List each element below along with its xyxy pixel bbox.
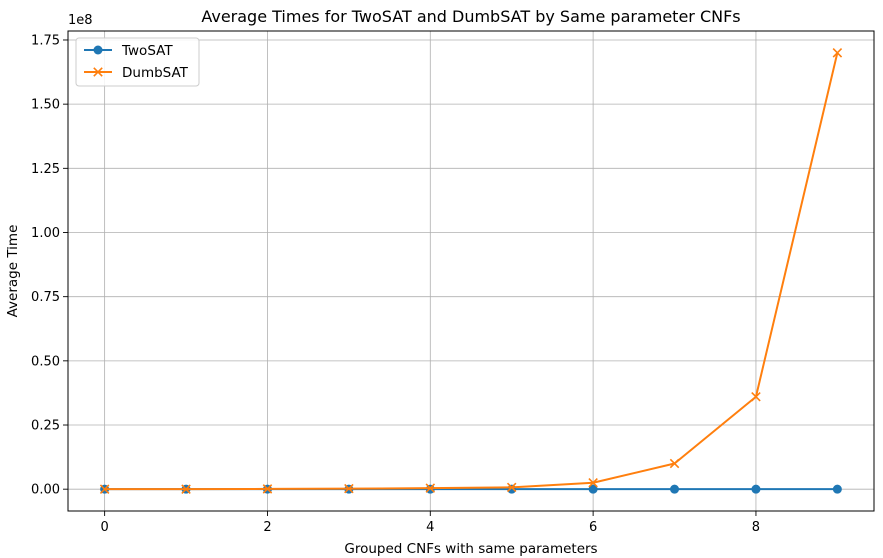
dumbsat-point [181,484,191,494]
y-tick-label: 0.00 [31,483,60,498]
y-axis-label: Average Time [5,225,21,318]
legend-label-twosat: TwoSAT [121,43,173,59]
dumbsat-point [669,458,680,469]
y-axis-ticks: 0.00 0.25 0.50 0.75 1.00 1.25 1.50 1.75 [31,33,68,498]
y-axis-offset-label: 1e8 [68,13,93,28]
x-tick-label: 8 [752,520,760,535]
dumbsat-point [262,484,273,494]
x-tick-label: 6 [589,520,597,535]
dumbsat-point [588,477,598,488]
legend-marker-dumbsat [93,67,103,77]
y-tick-label: 1.50 [31,98,60,113]
legend-label-dumbsat: DumbSAT [122,65,189,81]
twosat-point [751,484,761,494]
series-layer [99,48,843,494]
dumbsat-point [344,483,354,494]
dumbsat-point [751,392,761,402]
dumbsat-point [832,48,843,58]
twosat-point [588,484,598,494]
twosat-point [832,484,842,494]
legend-marker-twosat [93,45,103,55]
y-tick-label: 0.50 [31,354,60,369]
y-tick-label: 0.75 [31,290,60,305]
y-tick-label: 1.00 [31,226,60,241]
x-tick-label: 0 [100,520,108,535]
y-tick-label: 1.75 [31,33,60,48]
twosat-point [670,484,680,494]
x-tick-label: 4 [426,520,434,535]
dumbsat-point [99,484,110,494]
dumbsat-point [425,483,436,493]
grid-lines [68,31,874,511]
plot-area-frame [67,30,875,512]
twosat-point [507,484,517,494]
x-tick-label: 2 [263,520,271,535]
dumbsat-line [104,52,839,491]
legend: TwoSAT DumbSAT [75,37,200,87]
chart-title: Average Times for TwoSAT and DumbSAT by … [201,7,740,26]
dumbsat-point [506,482,517,493]
x-axis-ticks: 0 2 4 6 8 [100,511,760,535]
x-axis-label: Grouped CNFs with same parameters [344,541,597,557]
y-tick-label: 1.25 [31,162,60,177]
y-tick-label: 0.25 [31,419,60,434]
